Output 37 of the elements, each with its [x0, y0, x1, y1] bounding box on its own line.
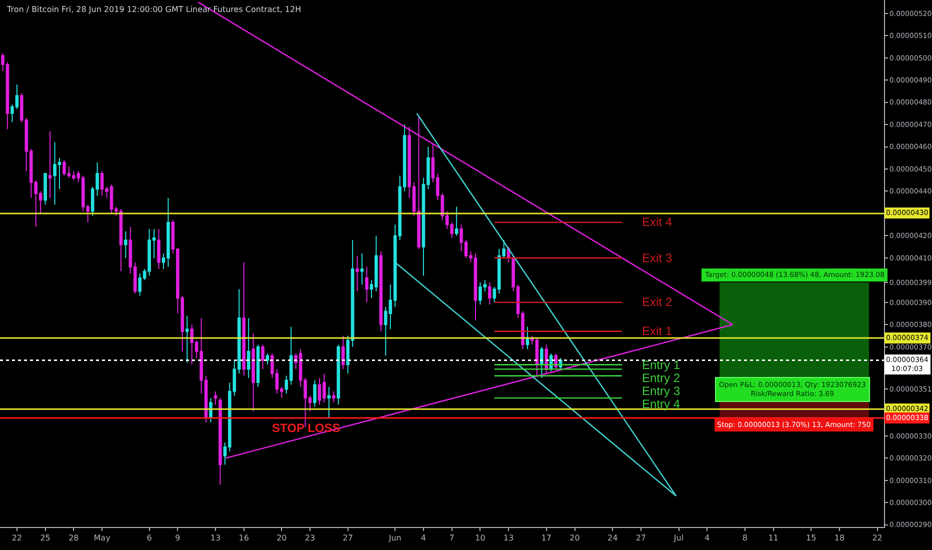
- x-tick-label: 7: [449, 534, 454, 543]
- series-label: Entry 3: [642, 384, 680, 398]
- x-tick-label: 23: [304, 534, 316, 543]
- x-tick-label: 4: [420, 534, 426, 543]
- x-tick-label: 28: [68, 534, 79, 543]
- x-tick-label: 9: [175, 534, 180, 543]
- series-label: Entry 4: [642, 397, 680, 411]
- series-label: Exit 4: [642, 215, 672, 229]
- x-tick-label: 10: [475, 534, 486, 543]
- x-tick-label: 13: [503, 534, 514, 543]
- annotation: STOP LOSS: [272, 421, 340, 435]
- x-tick-label: 20: [276, 534, 287, 543]
- x-tick-label: May: [94, 534, 111, 543]
- series-label: Exit 1: [642, 324, 672, 338]
- series-label: Exit 2: [642, 295, 672, 309]
- series-label: Entry 2: [642, 371, 680, 385]
- x-tick-label: Jul: [672, 534, 684, 543]
- x-tick-label: 22: [12, 534, 22, 543]
- x-tick-label: 8: [742, 534, 748, 543]
- x-tick-label: 16: [238, 534, 249, 543]
- x-tick-label: 15: [806, 534, 816, 543]
- x-tick-label: 13: [210, 534, 221, 543]
- series-label: Entry 1: [642, 358, 680, 372]
- x-tick-label: 18: [834, 534, 845, 543]
- x-tick-label: 22: [872, 534, 882, 543]
- x-tick-label: 25: [40, 534, 50, 543]
- series-label: Exit 3: [642, 251, 672, 265]
- x-tick-label: 20: [570, 534, 580, 543]
- x-tick-label: 17: [541, 534, 552, 543]
- x-tick-label: 4: [704, 534, 710, 543]
- x-tick-label: 24: [607, 534, 618, 543]
- x-tick-label: Jun: [388, 534, 402, 543]
- x-tick-label: 6: [146, 534, 152, 543]
- x-tick-label: 27: [636, 534, 646, 543]
- text: Tron / Bitcoin Fri, 28 Jun 2019 12:00:00 GMT Linear Futures Contract, 12H: [6, 5, 302, 14]
- x-tick-label: 27: [342, 534, 353, 543]
- x-tick-label: 11: [768, 534, 778, 543]
